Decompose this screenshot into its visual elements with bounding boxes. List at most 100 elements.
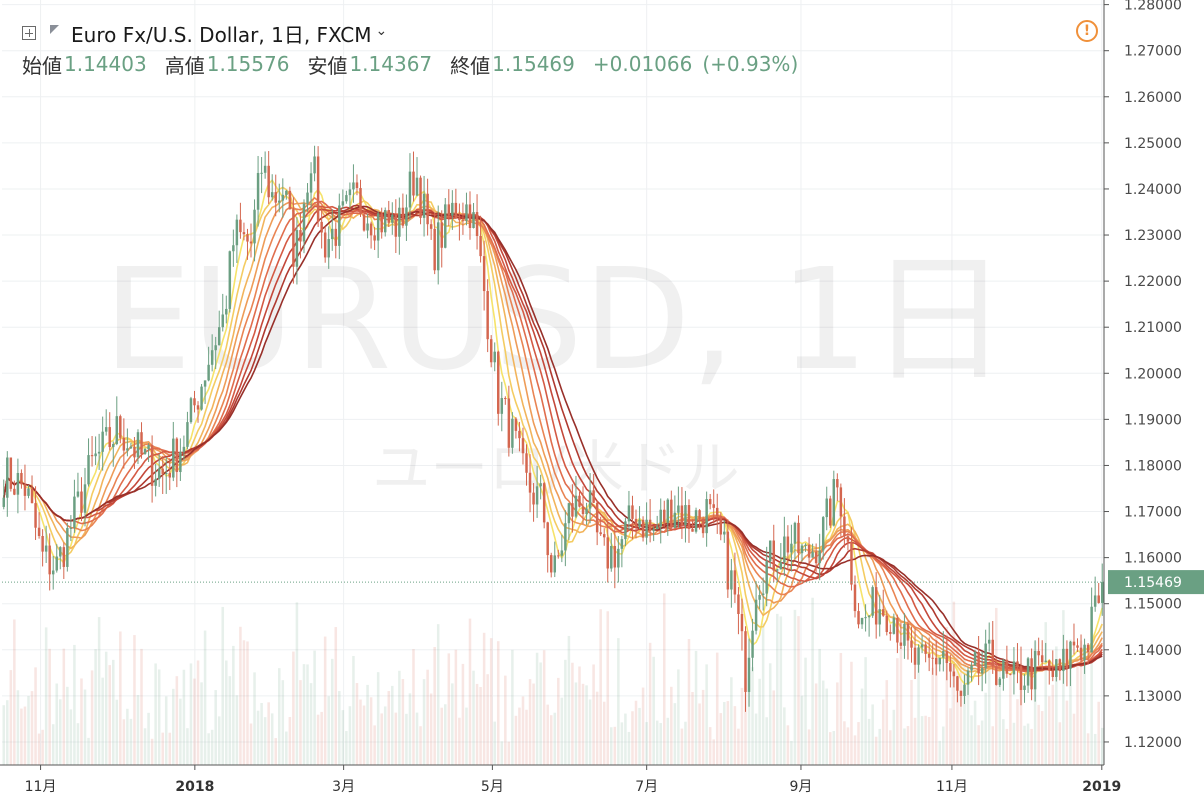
candle-body <box>737 594 739 614</box>
volume-bar <box>709 727 712 765</box>
volume-bar <box>582 684 585 765</box>
candle-body <box>455 203 457 218</box>
volume-bar <box>635 701 638 765</box>
candle-body <box>313 156 315 173</box>
candle-body <box>398 208 400 237</box>
candle-body <box>942 651 944 658</box>
candle-body <box>642 520 644 538</box>
candle-body <box>1094 595 1096 606</box>
candle-body <box>48 546 50 575</box>
candle-body <box>878 609 880 624</box>
volume-bar <box>801 696 804 765</box>
candle-body <box>946 651 948 663</box>
candle-body <box>709 499 711 504</box>
candle-body <box>105 427 107 432</box>
candle-body <box>787 537 789 553</box>
candle-body <box>324 233 326 258</box>
candle-body <box>628 505 630 521</box>
candle-body <box>260 173 262 174</box>
candle-body <box>875 587 877 624</box>
candle-body <box>211 350 213 365</box>
volume-bar <box>384 706 387 765</box>
volume-bar <box>1037 705 1040 765</box>
candle-body <box>818 550 820 563</box>
volume-bar <box>151 739 154 765</box>
volume-bar <box>17 690 20 765</box>
volume-bar <box>822 681 825 765</box>
candle-body <box>31 488 33 503</box>
volume-bar <box>617 638 620 765</box>
volume-bar <box>652 657 655 765</box>
y-tick-label: 1.13000 <box>1124 689 1182 705</box>
y-tick-label: 1.14000 <box>1124 643 1182 659</box>
y-tick-label: 1.20000 <box>1124 366 1182 382</box>
volume-bar <box>956 640 959 765</box>
symbol-title[interactable]: Euro Fx/U.S. Dollar, 1日, FXCM <box>71 19 372 48</box>
candle-body <box>119 416 121 438</box>
volume-bar <box>218 716 221 765</box>
add-symbol-icon[interactable] <box>22 26 36 40</box>
candle-body <box>20 473 22 484</box>
volume-bar <box>426 670 429 765</box>
candle-body <box>352 182 354 189</box>
volume-bar <box>253 672 256 765</box>
volume-bar <box>373 725 376 765</box>
symbol-row[interactable]: Euro Fx/U.S. Dollar, 1日, FXCM ⌄ <box>22 20 387 46</box>
candle-body <box>338 206 340 246</box>
volume-bar <box>751 667 754 765</box>
volume-bar <box>688 639 691 765</box>
volume-bar <box>448 653 451 765</box>
volume-bar <box>236 695 239 765</box>
volume-bar <box>405 714 408 765</box>
volume-bar <box>536 653 539 765</box>
candle-body <box>423 194 425 218</box>
candle-body <box>762 594 764 595</box>
candle-body <box>822 517 824 550</box>
volume-bar <box>98 617 101 765</box>
volume-bar <box>695 651 698 765</box>
volume-bar <box>1094 734 1097 765</box>
alert-icon[interactable]: ! <box>1076 20 1098 42</box>
volume-bar <box>101 678 104 765</box>
candle-body <box>303 204 305 242</box>
candle-body <box>133 447 135 458</box>
candle-body <box>638 520 640 527</box>
volume-bar <box>24 707 27 765</box>
candle-body <box>1090 607 1092 653</box>
candle-body <box>1048 661 1050 671</box>
volume-bar <box>585 685 588 765</box>
candle-body <box>38 528 40 536</box>
y-tick-label: 1.15000 <box>1124 597 1182 613</box>
candle-body <box>3 498 5 507</box>
change-percent: (+0.93%) <box>702 52 798 76</box>
volume-bar <box>765 717 768 765</box>
candle-body <box>677 505 679 512</box>
candle-body <box>253 210 255 244</box>
candle-body <box>518 431 520 438</box>
candle-body <box>868 616 870 617</box>
chevron-down-icon[interactable]: ⌄ <box>376 23 388 39</box>
candle-body <box>222 315 224 328</box>
volume-bar <box>465 708 468 765</box>
volume-bar <box>772 690 775 765</box>
volume-bar <box>380 713 383 765</box>
candle-body <box>476 212 478 236</box>
candle-body <box>246 234 248 241</box>
volume-bar <box>34 667 37 765</box>
volume-bar <box>730 677 733 765</box>
volume-bar <box>200 682 203 765</box>
candle-body <box>1030 658 1032 689</box>
candle-body <box>1006 660 1008 674</box>
candle-body <box>165 473 167 474</box>
candle-body <box>116 416 118 444</box>
volume-bar <box>440 708 443 765</box>
candle-body <box>847 536 849 542</box>
candle-body <box>723 532 725 535</box>
candle-body <box>395 215 397 237</box>
volume-bar <box>836 682 839 765</box>
candle-body <box>575 496 577 517</box>
candle-body <box>56 557 58 571</box>
candle-body <box>861 618 863 624</box>
volume-bar <box>592 664 595 765</box>
